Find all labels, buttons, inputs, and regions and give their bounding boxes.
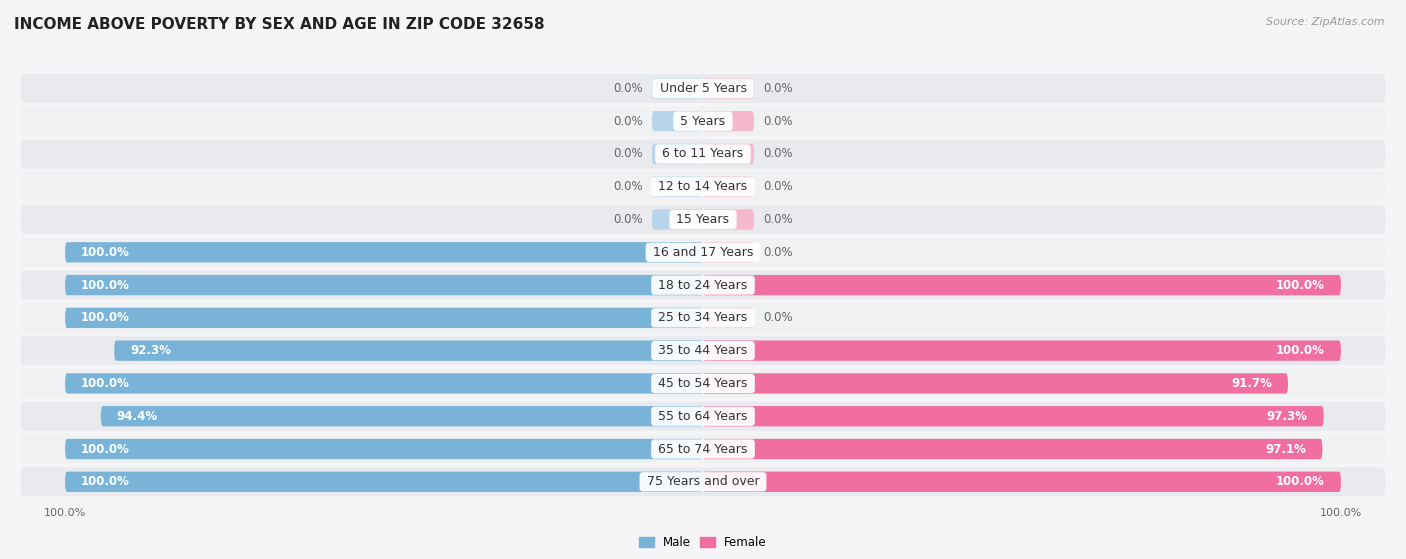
FancyBboxPatch shape	[703, 472, 1341, 492]
FancyBboxPatch shape	[21, 336, 1385, 365]
FancyBboxPatch shape	[21, 467, 1385, 496]
Text: 35 to 44 Years: 35 to 44 Years	[654, 344, 752, 357]
FancyBboxPatch shape	[65, 472, 703, 492]
Text: 0.0%: 0.0%	[763, 180, 793, 193]
Text: 100.0%: 100.0%	[82, 278, 129, 292]
FancyBboxPatch shape	[21, 238, 1385, 267]
Text: INCOME ABOVE POVERTY BY SEX AND AGE IN ZIP CODE 32658: INCOME ABOVE POVERTY BY SEX AND AGE IN Z…	[14, 17, 544, 32]
FancyBboxPatch shape	[703, 406, 1323, 427]
Legend: Male, Female: Male, Female	[634, 532, 772, 554]
Text: 100.0%: 100.0%	[82, 246, 129, 259]
Text: 0.0%: 0.0%	[613, 82, 643, 95]
Text: 0.0%: 0.0%	[613, 115, 643, 127]
FancyBboxPatch shape	[21, 140, 1385, 168]
FancyBboxPatch shape	[65, 242, 703, 263]
FancyBboxPatch shape	[652, 210, 703, 230]
FancyBboxPatch shape	[21, 172, 1385, 201]
FancyBboxPatch shape	[21, 434, 1385, 463]
Text: 25 to 34 Years: 25 to 34 Years	[654, 311, 752, 324]
FancyBboxPatch shape	[114, 340, 703, 361]
Text: 18 to 24 Years: 18 to 24 Years	[654, 278, 752, 292]
FancyBboxPatch shape	[652, 78, 703, 98]
FancyBboxPatch shape	[703, 111, 754, 131]
FancyBboxPatch shape	[703, 439, 1323, 459]
Text: 92.3%: 92.3%	[131, 344, 172, 357]
FancyBboxPatch shape	[652, 111, 703, 131]
Text: 0.0%: 0.0%	[763, 148, 793, 160]
Text: 100.0%: 100.0%	[82, 311, 129, 324]
FancyBboxPatch shape	[652, 177, 703, 197]
Text: 45 to 54 Years: 45 to 54 Years	[654, 377, 752, 390]
FancyBboxPatch shape	[21, 74, 1385, 103]
FancyBboxPatch shape	[703, 275, 1341, 295]
FancyBboxPatch shape	[21, 107, 1385, 136]
Text: 0.0%: 0.0%	[613, 148, 643, 160]
FancyBboxPatch shape	[703, 373, 1288, 394]
Text: 5 Years: 5 Years	[676, 115, 730, 127]
FancyBboxPatch shape	[703, 242, 754, 263]
FancyBboxPatch shape	[21, 402, 1385, 430]
FancyBboxPatch shape	[703, 78, 754, 98]
Text: 94.4%: 94.4%	[117, 410, 157, 423]
Text: 91.7%: 91.7%	[1232, 377, 1272, 390]
FancyBboxPatch shape	[703, 307, 754, 328]
FancyBboxPatch shape	[703, 210, 754, 230]
FancyBboxPatch shape	[65, 439, 703, 459]
Text: Source: ZipAtlas.com: Source: ZipAtlas.com	[1267, 17, 1385, 27]
Text: 15 Years: 15 Years	[672, 213, 734, 226]
Text: 100.0%: 100.0%	[1277, 475, 1324, 489]
Text: 75 Years and over: 75 Years and over	[643, 475, 763, 489]
FancyBboxPatch shape	[652, 144, 703, 164]
FancyBboxPatch shape	[21, 369, 1385, 398]
FancyBboxPatch shape	[65, 373, 703, 394]
Text: 6 to 11 Years: 6 to 11 Years	[658, 148, 748, 160]
Text: 97.1%: 97.1%	[1265, 443, 1306, 456]
FancyBboxPatch shape	[65, 275, 703, 295]
Text: 100.0%: 100.0%	[82, 475, 129, 489]
Text: 97.3%: 97.3%	[1267, 410, 1308, 423]
Text: 0.0%: 0.0%	[613, 180, 643, 193]
FancyBboxPatch shape	[703, 144, 754, 164]
FancyBboxPatch shape	[21, 271, 1385, 300]
Text: 0.0%: 0.0%	[763, 115, 793, 127]
Text: 55 to 64 Years: 55 to 64 Years	[654, 410, 752, 423]
Text: 16 and 17 Years: 16 and 17 Years	[648, 246, 758, 259]
Text: 12 to 14 Years: 12 to 14 Years	[654, 180, 752, 193]
FancyBboxPatch shape	[703, 340, 1341, 361]
Text: 100.0%: 100.0%	[82, 443, 129, 456]
Text: Under 5 Years: Under 5 Years	[655, 82, 751, 95]
Text: 100.0%: 100.0%	[1277, 344, 1324, 357]
Text: 100.0%: 100.0%	[1277, 278, 1324, 292]
Text: 0.0%: 0.0%	[763, 246, 793, 259]
Text: 0.0%: 0.0%	[763, 311, 793, 324]
FancyBboxPatch shape	[703, 177, 754, 197]
Text: 100.0%: 100.0%	[82, 377, 129, 390]
FancyBboxPatch shape	[65, 307, 703, 328]
Text: 0.0%: 0.0%	[763, 213, 793, 226]
Text: 65 to 74 Years: 65 to 74 Years	[654, 443, 752, 456]
Text: 0.0%: 0.0%	[613, 213, 643, 226]
FancyBboxPatch shape	[21, 304, 1385, 332]
FancyBboxPatch shape	[101, 406, 703, 427]
Text: 0.0%: 0.0%	[763, 82, 793, 95]
FancyBboxPatch shape	[21, 205, 1385, 234]
